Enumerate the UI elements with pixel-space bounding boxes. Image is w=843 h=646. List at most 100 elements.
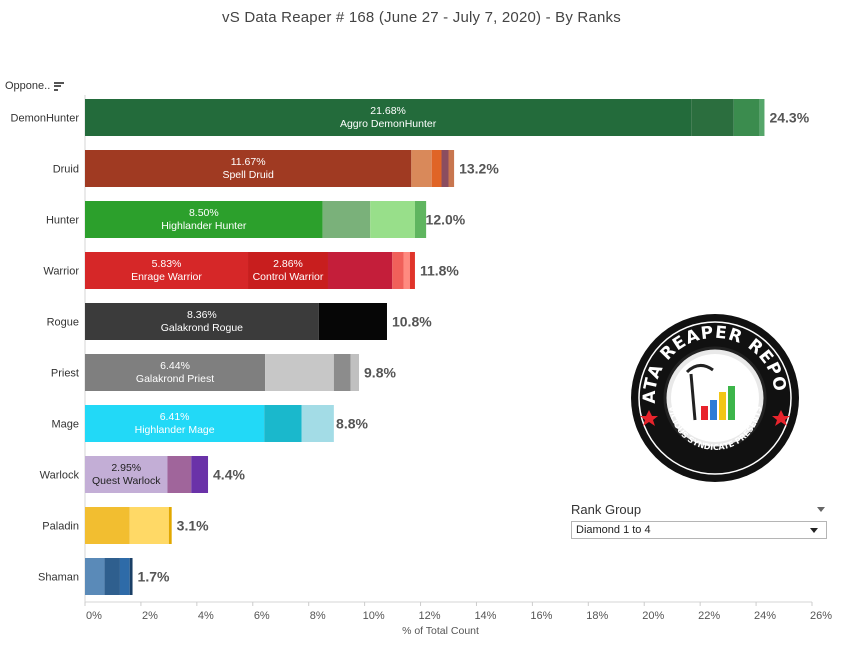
segment-archetype-label: Galakrond Priest xyxy=(136,373,214,385)
bar-segment xyxy=(248,252,328,289)
bar-row-warlock: Warlock 2.95%Quest Warlock 4.4% xyxy=(40,456,245,493)
segment-value-label: 8.50% xyxy=(189,207,219,219)
x-tick-label: 8% xyxy=(310,610,326,622)
bar-segment xyxy=(301,405,334,442)
segment-value-label: 21.68% xyxy=(370,105,406,117)
bar-row-warrior: Warrior 5.83%Enrage Warrior 2.86%Control W… xyxy=(43,252,459,289)
bar-segment xyxy=(333,354,351,391)
bar-segment xyxy=(119,558,130,595)
chevron-down-icon[interactable] xyxy=(810,527,818,533)
bar-segment xyxy=(322,201,371,238)
bar-row-druid: Druid 11.67%Spell Druid 13.2% xyxy=(53,150,499,187)
total-label: 11.8% xyxy=(420,263,459,279)
bar-segment xyxy=(85,201,323,238)
segment-archetype-label: Quest Warlock xyxy=(92,475,161,487)
logo-bar xyxy=(701,406,708,420)
bar-segment xyxy=(85,150,412,187)
rank-group-selected: Diamond 1 to 4 xyxy=(576,524,651,536)
x-tick-label: 20% xyxy=(642,610,664,622)
filter-menu-icon[interactable] xyxy=(817,506,825,512)
segment-value-label: 2.86% xyxy=(273,258,303,270)
segment-archetype-label: Galakrond Rogue xyxy=(161,322,243,334)
segment-value-label: 2.95% xyxy=(111,462,141,474)
opponent-axis-header[interactable]: Oppone.. xyxy=(5,80,65,92)
bar-segment xyxy=(129,558,133,595)
bar-segment xyxy=(448,150,455,187)
bar-segment xyxy=(411,150,432,187)
total-label: 9.8% xyxy=(364,365,396,381)
bar-segment xyxy=(403,252,410,289)
x-tick-label: 4% xyxy=(198,610,214,622)
x-tick-label: 18% xyxy=(586,610,608,622)
segment-archetype-label: Spell Druid xyxy=(222,169,274,181)
segment-archetype-label: Control Warrior xyxy=(253,271,324,283)
bar-segment xyxy=(85,558,105,595)
category-label: Hunter xyxy=(46,215,79,227)
bar-row-mage: Mage 6.41%Highlander Mage 8.8% xyxy=(51,405,369,442)
bar-segment xyxy=(733,99,760,136)
bar-segment xyxy=(441,150,449,187)
opponent-header-label: Oppone.. xyxy=(5,80,51,92)
segment-archetype-label: Enrage Warrior xyxy=(131,271,202,283)
total-label: 1.7% xyxy=(138,569,170,585)
bar-segment xyxy=(265,354,334,391)
category-label: Priest xyxy=(51,368,79,380)
total-label: 24.3% xyxy=(769,110,809,126)
bar-row-demonhunter: DemonHunter 21.68%Aggro DemonHunter 24.3% xyxy=(11,99,810,136)
x-tick-label: 24% xyxy=(754,610,776,622)
bar-segment xyxy=(104,558,120,595)
category-label: Mage xyxy=(51,419,79,431)
total-label: 10.8% xyxy=(392,314,432,330)
x-tick-label: 0% xyxy=(86,610,102,622)
segment-archetype-label: Highlander Hunter xyxy=(161,220,247,232)
logo-bar xyxy=(710,400,717,420)
bar-segment xyxy=(350,354,360,391)
bar-segment xyxy=(168,507,172,544)
x-tick-label: 6% xyxy=(254,610,270,622)
chart-title: vS Data Reaper # 168 (June 27 - July 7, … xyxy=(222,9,621,26)
segment-archetype-label: Highlander Mage xyxy=(135,424,215,436)
bar-segment xyxy=(85,456,168,493)
segment-value-label: 6.41% xyxy=(160,411,190,423)
category-label: Druid xyxy=(53,164,79,176)
bar-segment xyxy=(370,201,415,238)
sort-icon[interactable] xyxy=(54,81,65,91)
total-label: 8.8% xyxy=(336,416,368,432)
x-tick-label: 10% xyxy=(363,610,385,622)
rank-group-filter[interactable]: Rank Group Diamond 1 to 4 xyxy=(571,500,827,539)
total-label: 4.4% xyxy=(213,467,245,483)
segment-value-label: 6.44% xyxy=(160,360,190,372)
data-reaper-logo: DATA REAPER REPORT VICIOUS SYNDICATE PRE… xyxy=(621,297,801,484)
category-label: Warlock xyxy=(40,470,80,482)
bar-segment xyxy=(167,456,192,493)
rank-group-header: Rank Group xyxy=(571,500,827,518)
category-label: DemonHunter xyxy=(11,113,80,125)
bar-segment xyxy=(85,405,265,442)
x-axis-label: % of Total Count xyxy=(402,625,479,637)
bar-row-hunter: Hunter 8.50%Highlander Hunter 12.0% xyxy=(46,201,466,238)
total-label: 13.2% xyxy=(459,161,499,177)
x-tick-label: 26% xyxy=(810,610,832,622)
logo-bar xyxy=(728,386,735,420)
rank-group-select[interactable]: Diamond 1 to 4 xyxy=(571,521,827,539)
bar-segment xyxy=(691,99,734,136)
category-label: Shaman xyxy=(38,572,79,584)
bar-row-rogue: Rogue 8.36%Galakrond Rogue 10.8% xyxy=(47,303,432,340)
bar-segment xyxy=(191,456,209,493)
bar-segment xyxy=(327,252,393,289)
bar-segment xyxy=(85,354,266,391)
logo-bar xyxy=(719,392,726,420)
bar-segment xyxy=(85,507,130,544)
x-tick-label: 16% xyxy=(530,610,552,622)
bar-segment xyxy=(759,99,765,136)
bar-segment xyxy=(85,252,249,289)
rank-group-title: Rank Group xyxy=(571,501,642,517)
segment-value-label: 8.36% xyxy=(187,309,217,321)
bar-segment xyxy=(264,405,302,442)
bar-segment xyxy=(414,201,427,238)
bar-segment xyxy=(318,303,387,340)
bar-row-paladin: Paladin 3.1% xyxy=(42,507,209,544)
total-label: 3.1% xyxy=(177,518,209,534)
x-tick-label: 14% xyxy=(474,610,496,622)
